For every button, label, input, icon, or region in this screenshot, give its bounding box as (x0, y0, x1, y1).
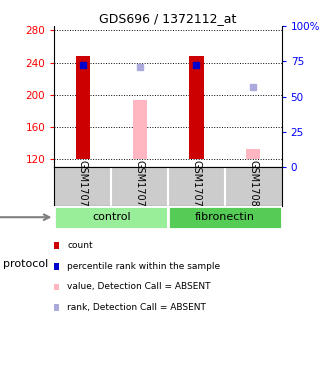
Bar (76, 56, 90, 159)
Text: GSM17080: GSM17080 (248, 160, 258, 213)
Text: GSM17078: GSM17078 (135, 160, 145, 213)
Bar (246, 149, 260, 159)
Text: rank, Detection Call = ABSENT: rank, Detection Call = ABSENT (67, 303, 206, 312)
Text: control: control (92, 212, 131, 222)
Bar (189, 56, 204, 159)
Bar (54, 206, 168, 229)
Text: count: count (67, 241, 93, 250)
Text: percentile rank within the sample: percentile rank within the sample (67, 262, 220, 271)
Text: fibronectin: fibronectin (195, 212, 255, 222)
Text: value, Detection Call = ABSENT: value, Detection Call = ABSENT (67, 282, 211, 291)
Title: GDS696 / 1372112_at: GDS696 / 1372112_at (99, 12, 237, 25)
Bar (132, 100, 147, 159)
Text: protocol: protocol (3, 260, 48, 269)
Text: GSM17079: GSM17079 (191, 160, 201, 213)
Bar (168, 206, 282, 229)
Text: GSM17077: GSM17077 (78, 160, 88, 213)
